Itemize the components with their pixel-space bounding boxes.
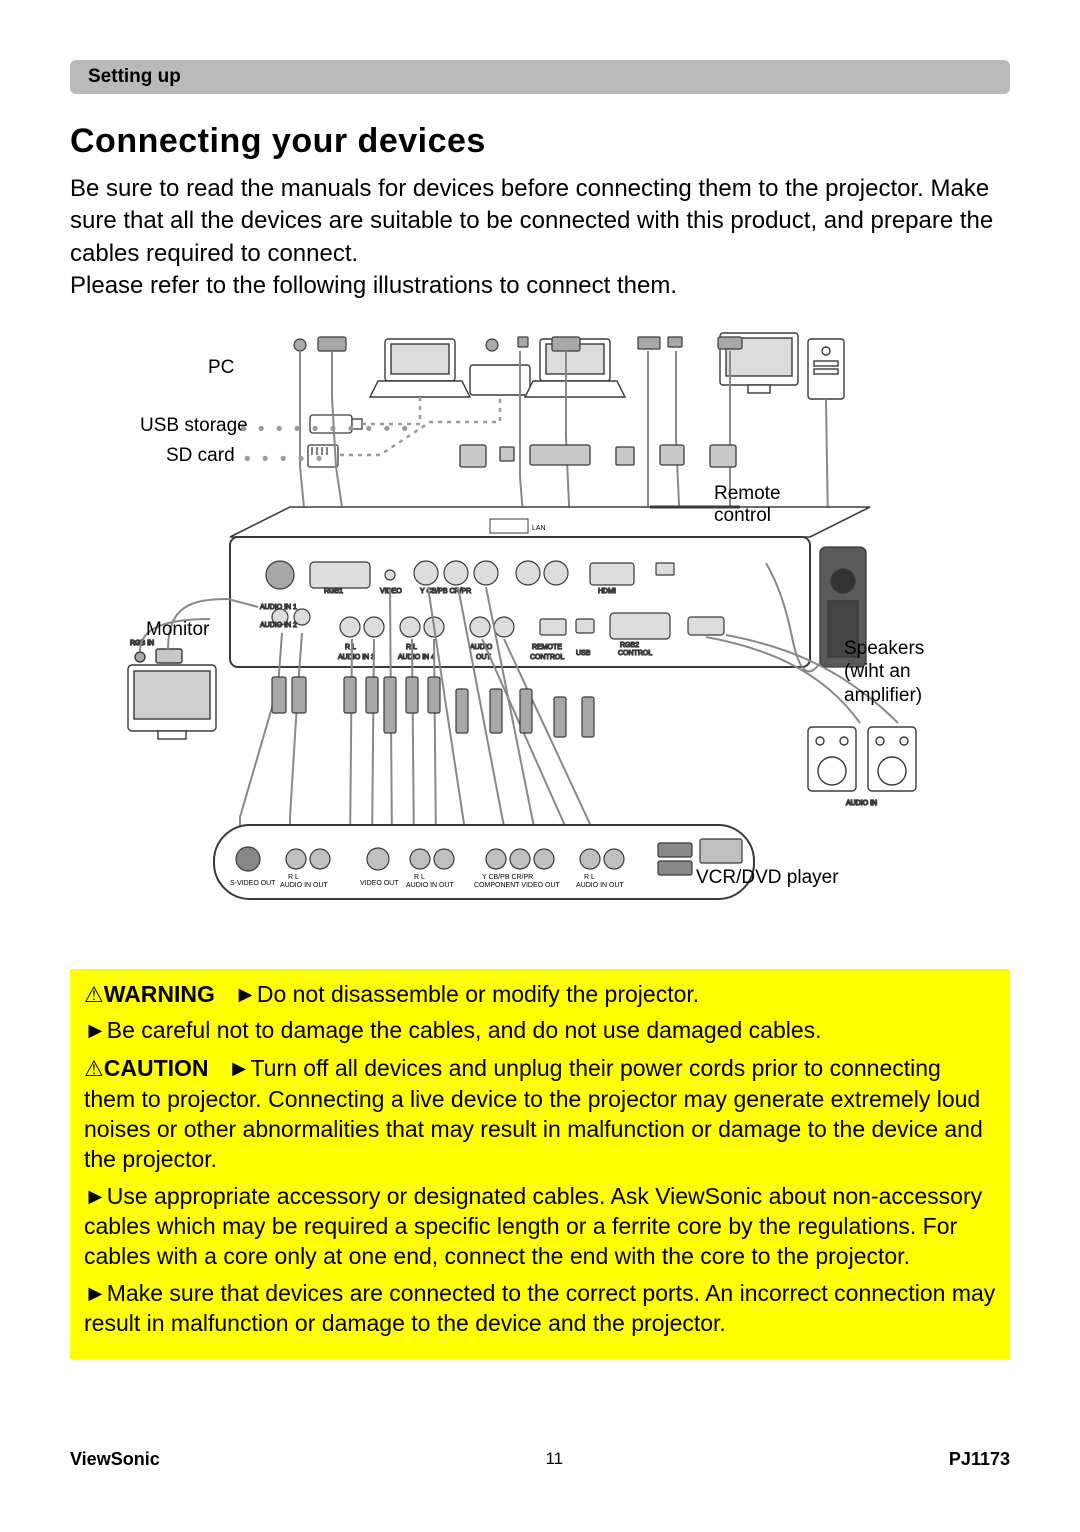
label-speakers: Speakers(wiht anamplifier)	[844, 637, 924, 708]
svg-text:S-VIDEO OUT: S-VIDEO OUT	[230, 880, 276, 887]
label-monitor: Monitor	[146, 619, 209, 641]
svg-text:AUDIO: AUDIO	[470, 644, 493, 651]
arrow-icon: ►	[84, 1017, 107, 1043]
dots-usb: • • • • • • • • • •	[240, 419, 411, 441]
svg-text:COMPONENT VIDEO OUT: COMPONENT VIDEO OUT	[474, 882, 561, 889]
caution-row: ⚠CAUTION ►Turn off all devices and unplu…	[84, 1053, 996, 1174]
label-pc: PC	[208, 357, 234, 379]
page-heading: Connecting your devices	[70, 122, 1010, 161]
caution-text-3: Make sure that devices are connected to …	[84, 1280, 995, 1336]
warning-row: ⚠WARNING ►Do not disassemble or modify t…	[84, 979, 996, 1009]
warning-text-1: Do not disassemble or modify the project…	[257, 981, 699, 1007]
warning-text-2: Be careful not to damage the cables, and…	[107, 1017, 822, 1043]
dots-sd: • • • • •	[244, 449, 325, 471]
svg-text:CONTROL: CONTROL	[530, 654, 564, 661]
section-banner-text: Setting up	[88, 66, 181, 87]
svg-text:VIDEO OUT: VIDEO OUT	[360, 880, 399, 887]
arrow-icon: ►	[228, 1055, 251, 1081]
svg-text:USB: USB	[576, 650, 591, 657]
page-footer: ViewSonic 11 PJ1173	[70, 1449, 1010, 1470]
warning-box: ⚠WARNING ►Do not disassemble or modify t…	[70, 969, 1010, 1359]
caution-line-3: ►Make sure that devices are connected to…	[84, 1278, 996, 1339]
caution-text-2: Use appropriate accessory or designated …	[84, 1183, 982, 1270]
svg-text:RGB2: RGB2	[620, 642, 639, 649]
label-remote-control: Remotecontrol	[714, 483, 781, 529]
svg-text:RGB1: RGB1	[324, 588, 343, 595]
svg-text:CONTROL: CONTROL	[618, 650, 652, 657]
svg-text:R L: R L	[414, 874, 425, 881]
svg-text:REMOTE: REMOTE	[532, 644, 562, 651]
footer-brand: ViewSonic	[70, 1449, 160, 1470]
svg-text:AUDIO IN 3: AUDIO IN 3	[338, 654, 375, 661]
svg-text:R L: R L	[288, 874, 299, 881]
arrow-icon: ►	[84, 1280, 107, 1306]
svg-text:AUDIO IN OUT: AUDIO IN OUT	[280, 882, 329, 889]
svg-text:R L: R L	[584, 874, 595, 881]
svg-text:Y CB/PB CR/PR: Y CB/PB CR/PR	[482, 874, 533, 881]
label-usb-storage: USB storage	[140, 415, 248, 437]
svg-text:HDMI: HDMI	[598, 588, 616, 595]
label-sd-card: SD card	[166, 445, 235, 467]
caution-icon: ⚠	[84, 1056, 104, 1081]
warning-line-2: ►Be careful not to damage the cables, an…	[84, 1015, 996, 1045]
caution-label: CAUTION	[104, 1055, 209, 1081]
arrow-icon: ►	[84, 1183, 107, 1209]
label-vcr-dvd: VCR/DVD player	[696, 867, 839, 889]
warning-label: WARNING	[104, 981, 215, 1007]
intro-paragraph: Be sure to read the manuals for devices …	[70, 173, 1010, 303]
svg-text:AUDIO IN OUT: AUDIO IN OUT	[576, 882, 625, 889]
svg-text:AUDIO IN OUT: AUDIO IN OUT	[406, 882, 455, 889]
section-banner: Setting up	[70, 60, 1010, 94]
svg-text:AUDIO IN 1: AUDIO IN 1	[260, 604, 297, 611]
caution-line-2: ►Use appropriate accessory or designated…	[84, 1181, 996, 1272]
svg-text:VIDEO: VIDEO	[380, 588, 402, 595]
svg-text:R L: R L	[345, 644, 356, 651]
svg-text:AUDIO IN 4: AUDIO IN 4	[398, 654, 435, 661]
warning-icon: ⚠	[84, 982, 104, 1007]
svg-text:AUDIO IN 2: AUDIO IN 2	[260, 622, 297, 629]
svg-text:LAN: LAN	[532, 525, 546, 532]
svg-text:AUDIO IN: AUDIO IN	[846, 800, 877, 807]
footer-page-number: 11	[545, 1449, 563, 1469]
caution-text-1: Turn off all devices and unplug their po…	[84, 1055, 983, 1172]
arrow-icon: ►	[234, 981, 257, 1007]
connection-diagram: LAN AUDIO IN 1 AUDIO IN 2	[120, 327, 960, 947]
footer-model: PJ1173	[949, 1449, 1010, 1470]
